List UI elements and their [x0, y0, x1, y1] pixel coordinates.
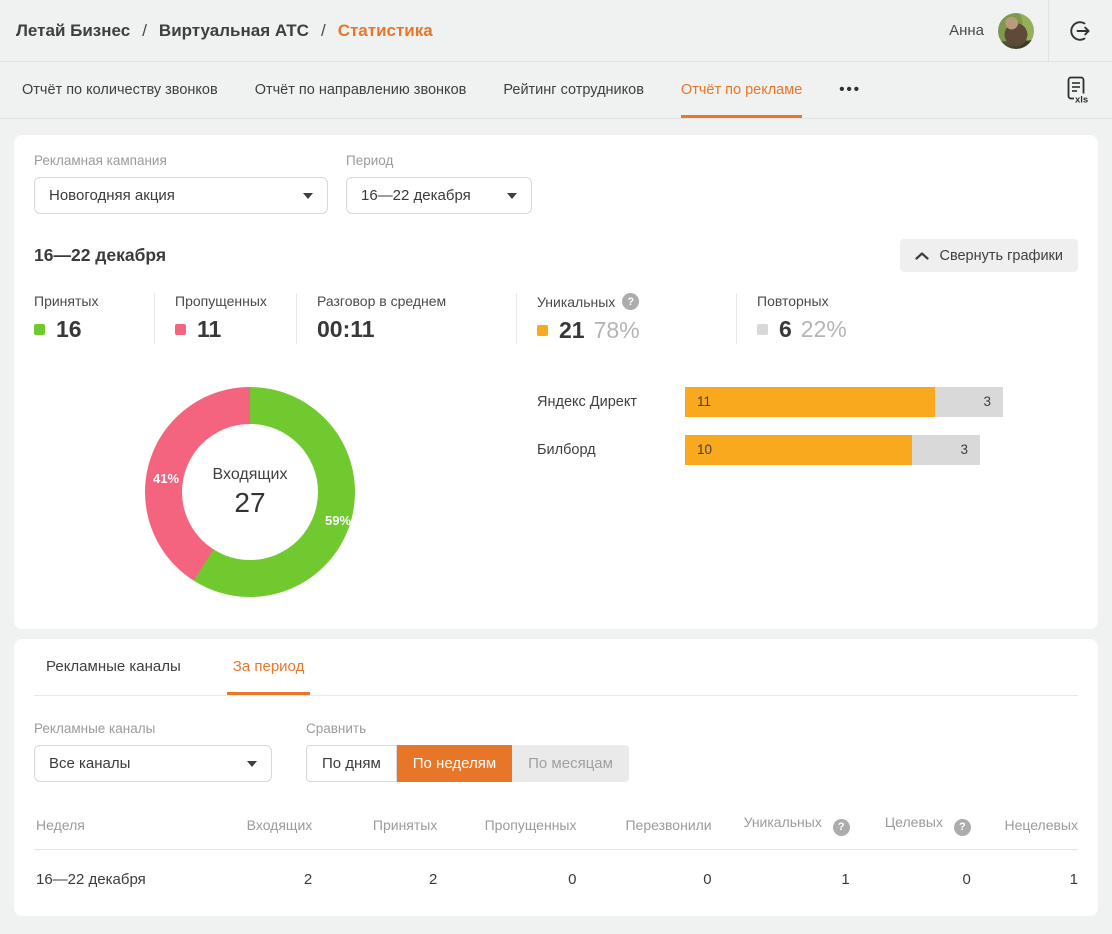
- bar-segment-secondary: 3: [935, 387, 1003, 417]
- tab-calls-direction[interactable]: Отчёт по направлению звонков: [254, 81, 467, 98]
- help-icon[interactable]: ?: [953, 818, 971, 836]
- breadcrumb-separator: /: [320, 20, 326, 40]
- tab-calls-count[interactable]: Отчёт по количеству звонков: [22, 81, 218, 98]
- period-panel: Рекламные каналы За период Рекламные кан…: [14, 639, 1098, 916]
- legend-square-orange: [537, 325, 548, 336]
- compare-by-months-button[interactable]: По месяцам: [512, 745, 629, 782]
- breadcrumb: Летай Бизнес / Виртуальная АТС / Статист…: [16, 21, 433, 41]
- bar-row-yandex: Яндекс Директ 11 3: [537, 387, 1078, 417]
- period-panel-tabs: Рекламные каналы За период: [34, 639, 1078, 696]
- donut-center: Входящих 27: [182, 424, 318, 560]
- breadcrumb-separator: /: [142, 20, 147, 40]
- bar-segment-primary: 11: [685, 387, 935, 417]
- period-select[interactable]: 16—22 декабря: [346, 177, 532, 214]
- tab-per-period[interactable]: За период: [226, 639, 311, 695]
- compare-by-weeks-button[interactable]: По неделям: [396, 745, 513, 782]
- donut-chart: 41% 59% Входящих 27: [145, 387, 355, 597]
- breadcrumb-item-vats[interactable]: Виртуальная АТС: [158, 20, 309, 40]
- tab-ad-channels[interactable]: Рекламные каналы: [46, 658, 181, 675]
- bar-row-billboard: Билборд 10 3: [537, 435, 1078, 465]
- breadcrumb-item-statistics: Статистика: [337, 20, 433, 40]
- xls-file-icon: xls: [1067, 76, 1090, 105]
- compare-by-days-button[interactable]: По дням: [306, 745, 397, 782]
- table-row: 16—22 декабря 2 2 0 0 1 0 1: [36, 870, 1078, 888]
- user-name: Анна: [949, 22, 984, 39]
- stat-repeat: Повторных 6 22%: [736, 293, 857, 344]
- donut-slice-label-accepted: 59%: [325, 513, 352, 528]
- period-title: 16—22 декабря: [34, 245, 167, 265]
- tabs-more-icon[interactable]: •••: [839, 81, 862, 98]
- bar-segment-secondary: 3: [912, 435, 980, 465]
- channels-filter-label: Рекламные каналы: [34, 721, 156, 736]
- col-incoming: Входящих: [214, 804, 313, 850]
- col-target: Целевых ?: [849, 804, 971, 850]
- legend-square-red: [175, 324, 186, 335]
- report-filters: Рекламная кампания Новогодняя акция Пери…: [34, 153, 550, 214]
- legend-square-gray: [757, 324, 768, 335]
- chevron-down-icon: [247, 760, 257, 767]
- col-non-target: Нецелевых: [970, 804, 1078, 850]
- campaign-select-value: Новогодняя акция: [49, 187, 175, 204]
- svg-text:xls: xls: [1075, 95, 1088, 105]
- help-icon[interactable]: ?: [832, 818, 850, 836]
- col-accepted: Принятых: [312, 804, 438, 850]
- collapse-charts-button[interactable]: Свернуть графики: [900, 239, 1078, 272]
- compare-label: Сравнить: [306, 721, 367, 736]
- table-header-row: Неделя Входящих Принятых Пропущенных Пер…: [34, 804, 1078, 850]
- tab-employee-rating[interactable]: Рейтинг сотрудников: [503, 81, 644, 98]
- channels-select-value: Все каналы: [49, 755, 131, 772]
- period-select-value: 16—22 декабря: [361, 187, 471, 204]
- stat-missed: Пропущенных 11: [154, 293, 296, 344]
- campaign-filter-label: Рекламная кампания: [34, 153, 167, 168]
- logout-icon: [1069, 20, 1090, 41]
- bar-segment-primary: 10: [685, 435, 912, 465]
- channels-select[interactable]: Все каналы: [34, 745, 272, 782]
- chevron-down-icon: [303, 192, 313, 199]
- period-panel-filters: Рекламные каналы Все каналы Сравнить По …: [34, 721, 1078, 782]
- header-divider: [1048, 0, 1049, 62]
- chevron-up-icon: [915, 251, 930, 260]
- channel-bars-chart: Яндекс Директ 11 3 Билборд 10 3: [537, 387, 1078, 465]
- summary-stats: Принятых 16 Пропущенных 11 Разговор в ср…: [34, 293, 1078, 344]
- col-called-back: Перезвонили: [576, 804, 712, 850]
- campaign-select[interactable]: Новогодняя акция: [34, 177, 328, 214]
- col-missed: Пропущенных: [437, 804, 577, 850]
- avatar[interactable]: [998, 12, 1034, 49]
- top-header: Летай Бизнес / Виртуальная АТС / Статист…: [0, 0, 1112, 62]
- stat-avg-talk: Разговор в среднем 00:11: [296, 293, 516, 344]
- period-filter-label: Период: [346, 153, 394, 168]
- export-xls-button[interactable]: xls: [1066, 62, 1090, 118]
- ad-report-card: Рекламная кампания Новогодняя акция Пери…: [14, 135, 1098, 629]
- period-stats-table: Неделя Входящих Принятых Пропущенных Пер…: [34, 804, 1078, 900]
- chevron-down-icon: [507, 192, 517, 199]
- legend-square-green: [34, 324, 45, 335]
- donut-slice-label-missed: 41%: [153, 471, 180, 486]
- compare-segmented-control: По дням По неделям По месяцам: [306, 745, 629, 782]
- logout-button[interactable]: [1049, 0, 1112, 61]
- stat-unique: Уникальных ? 21 78%: [516, 293, 736, 344]
- breadcrumb-item-business[interactable]: Летай Бизнес: [16, 20, 131, 40]
- report-tab-bar: Отчёт по количеству звонков Отчёт по нап…: [0, 62, 1112, 119]
- main-content: Рекламная кампания Новогодняя акция Пери…: [0, 119, 1112, 916]
- col-unique: Уникальных ?: [711, 804, 850, 850]
- tab-ad-report[interactable]: Отчёт по рекламе: [680, 62, 803, 118]
- col-week: Неделя: [34, 804, 215, 850]
- stat-accepted: Принятых 16: [34, 293, 99, 342]
- help-icon[interactable]: ?: [622, 293, 640, 310]
